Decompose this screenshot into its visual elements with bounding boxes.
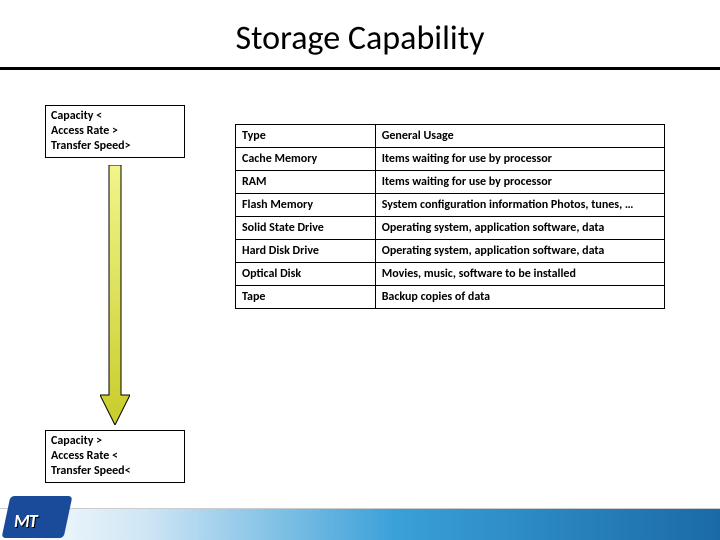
cell-usage: Operating system, application software, … — [375, 240, 664, 263]
label-line: Access Rate < — [51, 449, 179, 464]
table-row: Optical Disk Movies, music, software to … — [236, 263, 665, 286]
table-header-usage: General Usage — [375, 125, 664, 148]
cell-usage: Backup copies of data — [375, 286, 664, 309]
arrow-shape — [100, 165, 130, 425]
table-row: Cache Memory Items waiting for use by pr… — [236, 148, 665, 171]
cell-usage: System configuration information Photos,… — [375, 194, 664, 217]
cell-type: RAM — [236, 171, 376, 194]
table-row: Tape Backup copies of data — [236, 286, 665, 309]
table-row: Solid State Drive Operating system, appl… — [236, 217, 665, 240]
storage-table: Type General Usage Cache Memory Items wa… — [235, 124, 665, 309]
cell-usage: Movies, music, software to be installed — [375, 263, 664, 286]
table-row: Flash Memory System configuration inform… — [236, 194, 665, 217]
slide: Storage Capability Capacity < Access Rat… — [0, 0, 720, 540]
cell-usage: Items waiting for use by processor — [375, 148, 664, 171]
bottom-bar — [0, 508, 720, 540]
table-row: Hard Disk Drive Operating system, applic… — [236, 240, 665, 263]
table-row: RAM Items waiting for use by processor — [236, 171, 665, 194]
capacity-top-label: Capacity < Access Rate > Transfer Speed> — [45, 105, 185, 158]
cell-type: Solid State Drive — [236, 217, 376, 240]
cell-type: Hard Disk Drive — [236, 240, 376, 263]
label-line: Capacity < — [51, 109, 179, 124]
cell-usage: Items waiting for use by processor — [375, 171, 664, 194]
cell-type: Tape — [236, 286, 376, 309]
slide-title: Storage Capability — [0, 0, 720, 67]
hierarchy-arrow — [100, 165, 130, 425]
label-line: Access Rate > — [51, 124, 179, 139]
cell-usage: Operating system, application software, … — [375, 217, 664, 240]
label-line: Capacity > — [51, 434, 179, 449]
mt-logo-text: MT — [14, 510, 37, 532]
cell-type: Cache Memory — [236, 148, 376, 171]
label-line: Transfer Speed< — [51, 464, 179, 479]
title-underline — [0, 67, 720, 70]
table-header-type: Type — [236, 125, 376, 148]
cell-type: Flash Memory — [236, 194, 376, 217]
cell-type: Optical Disk — [236, 263, 376, 286]
table-header-row: Type General Usage — [236, 125, 665, 148]
capacity-bottom-label: Capacity > Access Rate < Transfer Speed< — [45, 430, 185, 483]
label-line: Transfer Speed> — [51, 139, 179, 154]
